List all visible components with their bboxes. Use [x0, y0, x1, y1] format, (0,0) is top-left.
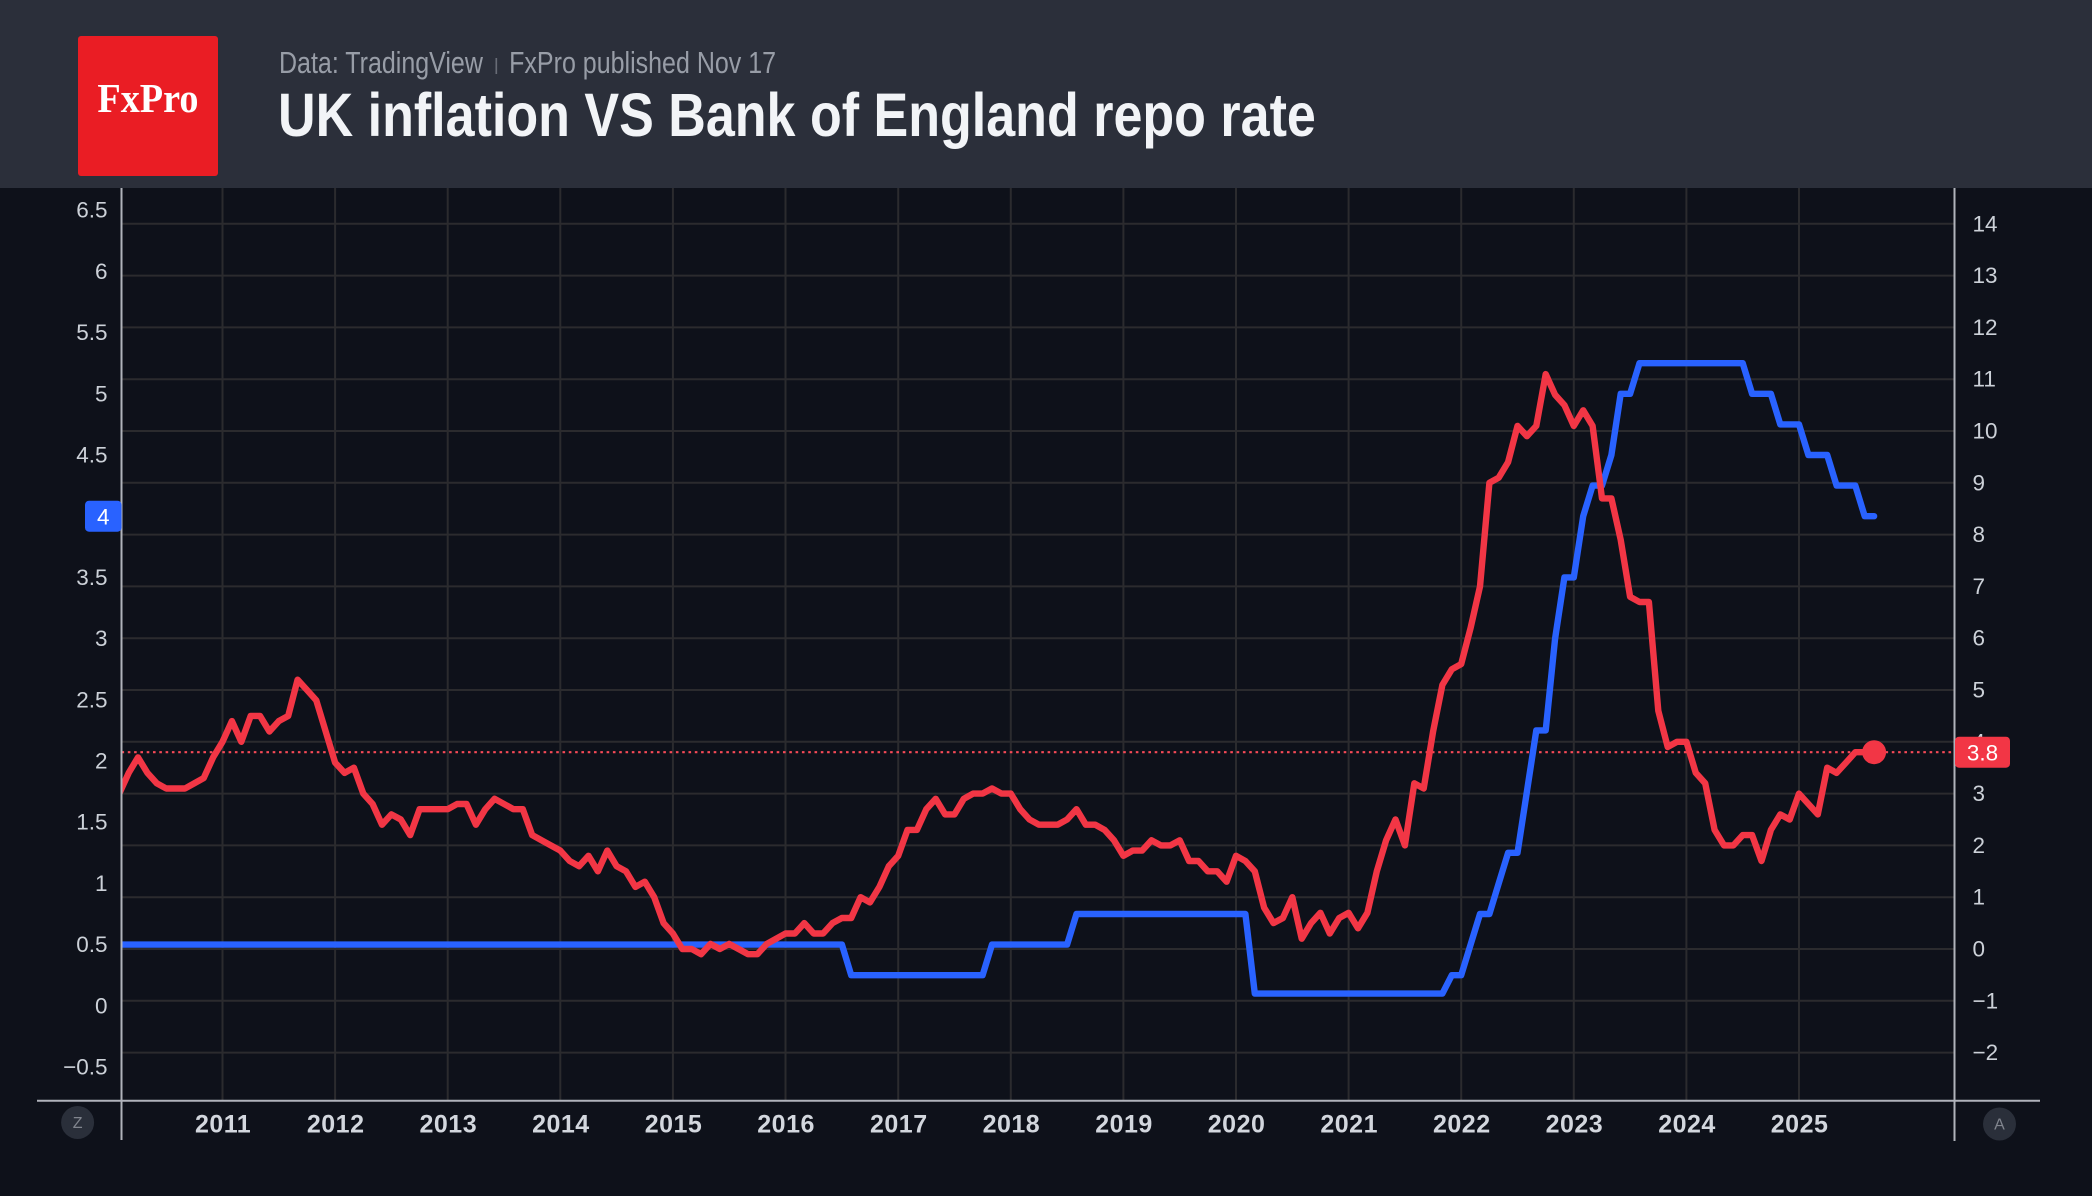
svg-text:1.5: 1.5	[76, 810, 107, 835]
svg-text:2023: 2023	[1546, 1111, 1604, 1139]
svg-text:13: 13	[1973, 263, 1998, 288]
svg-text:12: 12	[1973, 315, 1998, 340]
svg-text:2013: 2013	[419, 1111, 477, 1139]
svg-text:14: 14	[1973, 211, 1998, 236]
svg-text:2014: 2014	[532, 1111, 590, 1139]
svg-text:2021: 2021	[1320, 1111, 1378, 1139]
svg-text:2017: 2017	[870, 1111, 928, 1139]
svg-text:4.5: 4.5	[76, 443, 107, 468]
svg-text:4: 4	[97, 505, 110, 530]
svg-text:2012: 2012	[307, 1111, 365, 1139]
svg-text:2019: 2019	[1095, 1111, 1153, 1139]
svg-text:11: 11	[1973, 367, 1996, 392]
svg-text:2015: 2015	[645, 1111, 703, 1139]
svg-text:2022: 2022	[1433, 1111, 1491, 1139]
svg-text:6.5: 6.5	[76, 198, 107, 223]
svg-text:5: 5	[95, 381, 108, 406]
svg-text:0: 0	[95, 993, 108, 1018]
svg-text:−1: −1	[1973, 988, 1999, 1013]
svg-text:1: 1	[1973, 885, 1986, 910]
svg-text:2016: 2016	[757, 1111, 815, 1139]
svg-text:6: 6	[95, 259, 108, 284]
svg-text:3: 3	[95, 626, 108, 651]
svg-text:3: 3	[1973, 781, 1986, 806]
svg-text:3.8: 3.8	[1967, 741, 1998, 766]
svg-text:2020: 2020	[1208, 1111, 1266, 1139]
svg-text:2: 2	[1973, 833, 1986, 858]
svg-text:0.5: 0.5	[76, 932, 107, 957]
svg-text:2024: 2024	[1658, 1111, 1716, 1139]
svg-text:−2: −2	[1973, 1040, 1999, 1065]
svg-text:5.5: 5.5	[76, 320, 107, 345]
svg-text:8: 8	[1973, 522, 1986, 547]
svg-text:7: 7	[1973, 574, 1986, 599]
svg-text:2018: 2018	[983, 1111, 1041, 1139]
svg-text:10: 10	[1973, 419, 1998, 444]
svg-text:−0.5: −0.5	[63, 1055, 107, 1080]
svg-text:5: 5	[1973, 678, 1986, 703]
svg-text:3.5: 3.5	[76, 565, 107, 590]
svg-text:A: A	[1994, 1117, 2005, 1134]
svg-text:0: 0	[1973, 937, 1986, 962]
svg-text:1: 1	[95, 871, 108, 896]
svg-text:9: 9	[1973, 470, 1986, 495]
svg-text:2: 2	[95, 749, 108, 774]
svg-text:2.5: 2.5	[76, 687, 107, 712]
svg-text:Z: Z	[73, 1115, 83, 1132]
svg-text:6: 6	[1973, 626, 1986, 651]
svg-text:2011: 2011	[195, 1111, 251, 1139]
svg-text:2025: 2025	[1771, 1111, 1829, 1139]
